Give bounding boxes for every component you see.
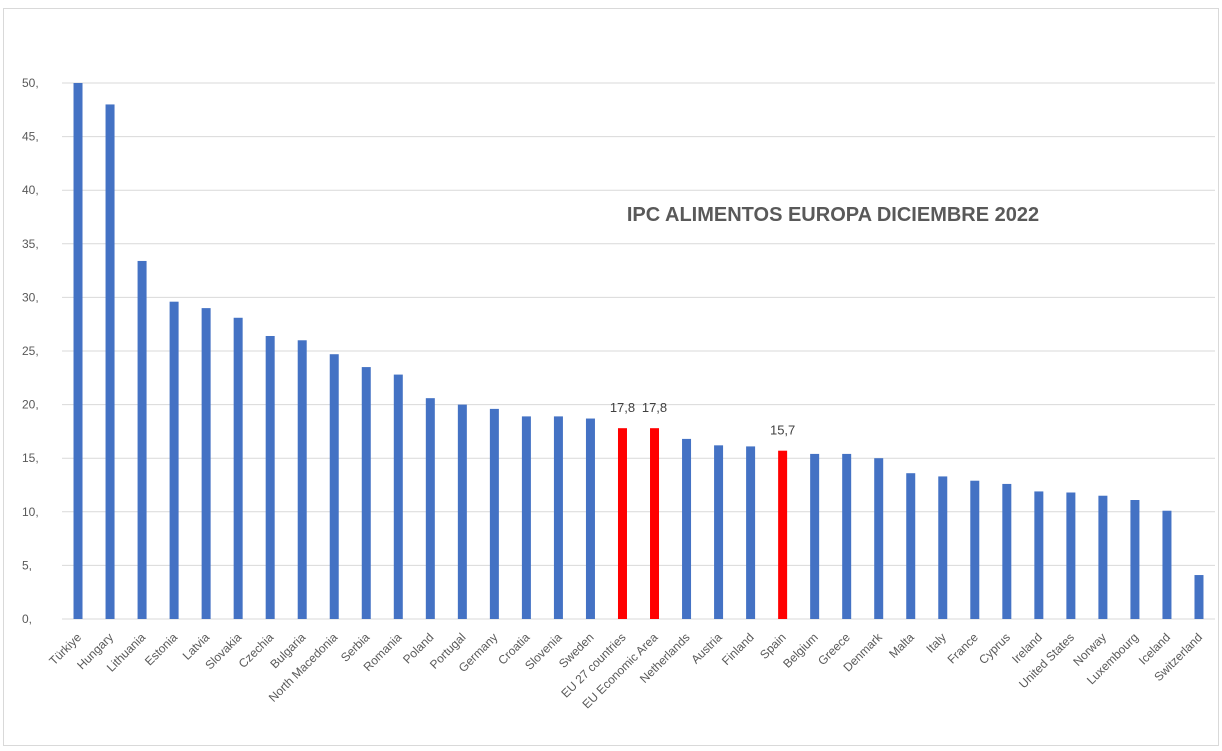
bar: [970, 480, 980, 619]
data-label: 17,8: [610, 400, 635, 415]
bar: [682, 438, 692, 619]
bar: [329, 354, 339, 619]
bar: [521, 416, 531, 619]
bar: [1130, 500, 1140, 619]
y-tick-label: 40,: [22, 183, 39, 197]
bar: [137, 260, 147, 619]
y-tick-label: 35,: [22, 237, 39, 251]
bar: [874, 458, 884, 619]
bar: [361, 367, 371, 619]
bar: [746, 446, 756, 619]
bar: [265, 335, 275, 619]
bar: [457, 404, 467, 619]
bar: [105, 104, 115, 619]
x-tick-label: Slovakia: [202, 630, 244, 672]
y-tick-label: 30,: [22, 290, 39, 304]
x-tick-label: Belgium: [780, 630, 821, 671]
bar: [585, 418, 595, 619]
y-tick-label: 50,: [22, 76, 39, 90]
bar: [169, 301, 179, 619]
y-tick-label: 0,: [22, 612, 32, 626]
bar: [1194, 575, 1204, 619]
chart-title: IPC ALIMENTOS EUROPA DICIEMBRE 2022: [627, 204, 1039, 226]
y-tick-label: 45,: [22, 130, 39, 144]
bar: [425, 398, 435, 619]
bar: [393, 374, 403, 619]
bar: [1002, 483, 1012, 619]
x-tick-label: Cyprus: [976, 630, 1013, 667]
bar: [906, 473, 916, 619]
bar: [553, 416, 563, 619]
x-tick-label: Italy: [923, 630, 948, 655]
data-label: 15,7: [770, 423, 795, 438]
x-tick-label: Estonia: [142, 630, 180, 668]
bar: [810, 453, 820, 619]
bar: [489, 408, 499, 619]
bar: [201, 308, 211, 619]
bar: [778, 450, 788, 619]
y-tick-label: 5,: [22, 558, 32, 572]
bar: [650, 428, 660, 619]
bar: [1162, 510, 1172, 619]
x-tick-label: France: [945, 630, 982, 667]
bar: [1034, 491, 1044, 619]
data-label: 17,8: [642, 400, 667, 415]
bar: [714, 445, 724, 619]
bar: [297, 340, 307, 619]
bar: [617, 428, 627, 619]
x-tick-label: Austria: [688, 630, 725, 667]
y-tick-label: 25,: [22, 344, 39, 358]
bar: [1066, 492, 1076, 619]
bar: [73, 83, 83, 619]
bar: [1098, 495, 1108, 619]
x-tick-label: Finland: [719, 630, 757, 668]
y-tick-label: 20,: [22, 398, 39, 412]
y-tick-label: 10,: [22, 505, 39, 519]
y-tick-label: 15,: [22, 451, 39, 465]
x-tick-label: Malta: [886, 630, 917, 661]
bar: [938, 476, 948, 619]
bar: [842, 453, 852, 619]
bar: [233, 317, 243, 619]
